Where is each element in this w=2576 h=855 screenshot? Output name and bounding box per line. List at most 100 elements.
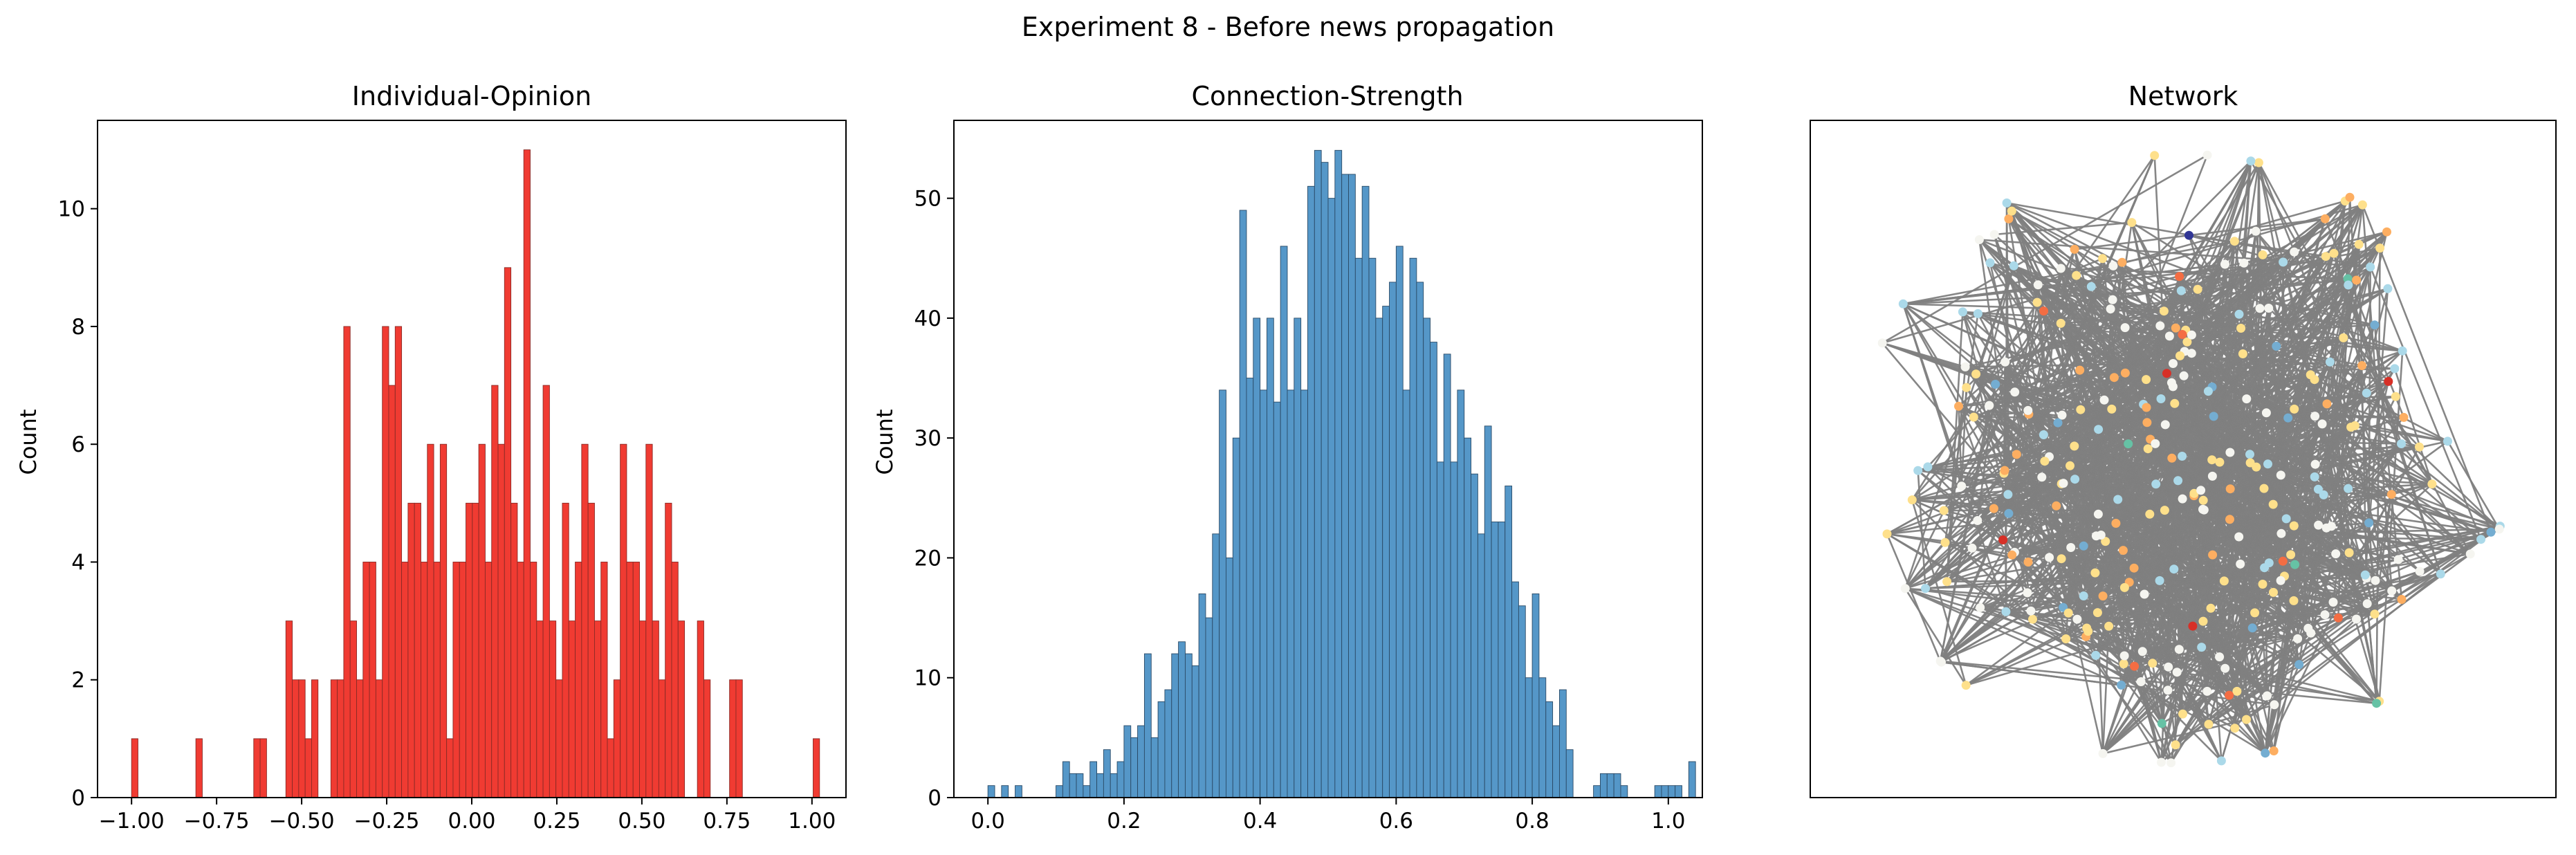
network-node xyxy=(1882,529,1892,539)
network-edge xyxy=(2105,499,2204,542)
network-node xyxy=(1921,584,1930,594)
network-node xyxy=(2306,370,2315,380)
network-node xyxy=(2175,272,2184,282)
opinion-histogram-ytick-label: 8 xyxy=(71,315,85,340)
network-node xyxy=(2079,591,2088,600)
network-node xyxy=(2003,490,2013,499)
network-node xyxy=(2120,368,2130,378)
network-node xyxy=(2313,484,2323,494)
network-edge xyxy=(2165,423,2433,485)
network-node xyxy=(2187,330,2196,340)
network-node xyxy=(1973,309,1982,318)
network-node xyxy=(2178,452,2187,461)
opinion-histogram-yaxis: 0 2 4 6 8 10 xyxy=(58,197,98,811)
network-edge xyxy=(1973,313,2240,419)
network-node xyxy=(2108,295,2117,304)
strength-histogram-bar xyxy=(1471,473,1478,798)
network-node xyxy=(2045,553,2054,562)
network-node xyxy=(2000,466,2009,475)
strength-histogram-bar xyxy=(987,785,995,798)
network-edge xyxy=(2086,573,2441,638)
network-edge xyxy=(2007,494,2070,614)
network-edge xyxy=(2209,607,2247,720)
network-node xyxy=(2294,660,2304,670)
network-node xyxy=(2012,450,2021,459)
opinion-histogram-xtick-label: −0.75 xyxy=(184,809,250,834)
network-node xyxy=(2279,257,2288,267)
network-edge xyxy=(1978,239,2050,457)
opinion-histogram-bar xyxy=(703,679,711,798)
opinion-histogram-bar xyxy=(626,562,634,798)
network-edge xyxy=(1924,445,2075,589)
network-node xyxy=(2289,521,2299,531)
network-edge xyxy=(2166,373,2270,564)
network-node xyxy=(2207,471,2217,481)
network-node xyxy=(1957,481,1967,491)
network-edge xyxy=(2245,618,2357,721)
network-edge xyxy=(1962,311,2089,632)
network-node xyxy=(2196,486,2206,495)
opinion-histogram-bar xyxy=(466,502,473,798)
network-node xyxy=(2175,351,2184,360)
opinion-histogram-ytick-label: 2 xyxy=(71,668,85,693)
network-node xyxy=(2321,252,2330,261)
opinion-histogram-bar xyxy=(594,620,602,798)
network-node xyxy=(2162,369,2171,378)
network-node xyxy=(2117,680,2126,690)
network-node xyxy=(2384,376,2393,386)
network-node xyxy=(2039,306,2048,316)
network-node xyxy=(2063,608,2073,618)
strength-histogram-bar xyxy=(1334,149,1343,798)
network-node xyxy=(2245,450,2254,459)
opinion-histogram-ytick-label: 6 xyxy=(71,432,85,457)
network-edge xyxy=(2086,627,2142,683)
network-node xyxy=(2140,589,2149,599)
figure-suptitle: Experiment 8 - Before news propagation xyxy=(1022,12,1554,42)
network-edge xyxy=(1912,499,2350,554)
network-node xyxy=(2310,459,2320,469)
opinion-histogram-bar xyxy=(600,562,608,798)
opinion-histogram-bar xyxy=(343,326,351,798)
network-node xyxy=(2057,410,2067,420)
network-node xyxy=(2000,357,2010,367)
strength-histogram-bar xyxy=(1341,174,1349,798)
network-node xyxy=(2184,230,2193,240)
opinion-histogram-bar xyxy=(542,385,550,798)
network-edge xyxy=(2102,627,2254,755)
network-node xyxy=(2370,320,2380,330)
network-node xyxy=(2145,509,2155,519)
strength-histogram-bar xyxy=(1620,785,1628,798)
network-edge xyxy=(1886,533,2184,715)
strength-histogram-xtick-label: 0.4 xyxy=(1243,809,1277,834)
network-node xyxy=(2276,576,2285,585)
network-node xyxy=(2171,323,2180,333)
network-node xyxy=(2164,331,2174,341)
network-node xyxy=(2092,608,2102,618)
network-node xyxy=(2344,548,2354,558)
network-node xyxy=(2310,412,2320,421)
network-node xyxy=(2120,323,2130,333)
network-node xyxy=(2314,520,2324,530)
network-node xyxy=(1942,577,1952,587)
opinion-histogram-bar xyxy=(575,562,582,798)
network-node xyxy=(2362,599,2372,609)
network-node xyxy=(2070,441,2079,451)
network-node xyxy=(2007,206,2016,216)
strength-histogram-bar xyxy=(1443,353,1451,798)
network-node xyxy=(2371,576,2380,585)
network-node xyxy=(1877,338,1887,348)
network-edge xyxy=(2242,353,2319,526)
opinion-histogram-xtick-label: 0.50 xyxy=(618,809,665,834)
strength-histogram-bar xyxy=(1083,785,1091,798)
strength-histogram-frame xyxy=(953,120,1703,798)
opinion-histogram-bar xyxy=(645,443,653,798)
strength-histogram-bar xyxy=(1294,318,1302,798)
network-node xyxy=(2286,550,2296,560)
network-node xyxy=(2289,596,2299,605)
network-edge xyxy=(2155,484,2212,609)
network-node xyxy=(1940,537,1950,547)
network-edge xyxy=(2224,346,2278,669)
strength-histogram-bar xyxy=(1062,761,1070,798)
network-edge xyxy=(1960,275,2077,487)
network-edge xyxy=(2079,369,2230,696)
